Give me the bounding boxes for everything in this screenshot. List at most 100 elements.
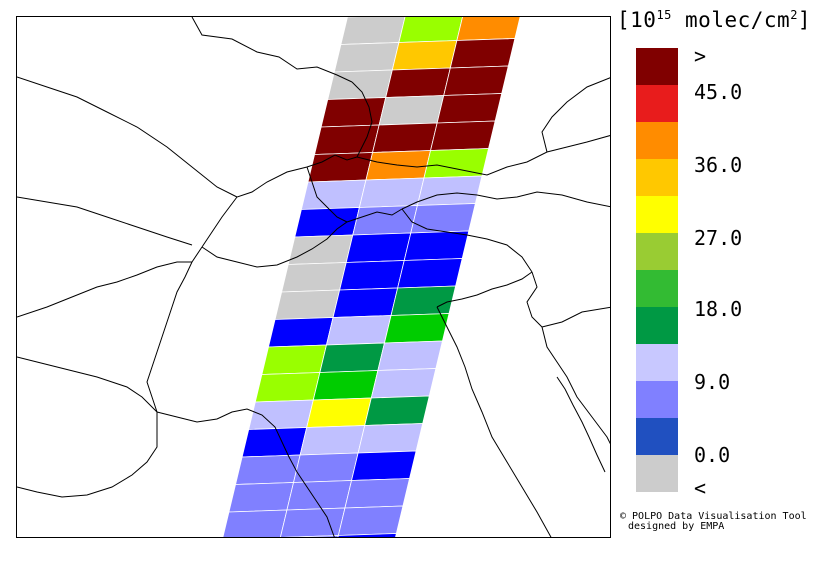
legend-title-suffix: ] (797, 8, 812, 32)
border-italy-slovenia (526, 271, 543, 328)
swath-pixel (449, 38, 516, 69)
legend-title-exponent: 15 (656, 8, 672, 22)
swath-pixel (294, 207, 360, 238)
border-france-west (17, 196, 193, 246)
swath-pixel (216, 538, 281, 539)
swath-pixel (430, 120, 496, 151)
border-france-spain-region (17, 261, 192, 318)
swath-pixel (281, 262, 347, 293)
legend-title: [1015 molec/cm2] (617, 8, 811, 32)
swath-pixel (397, 258, 463, 289)
swath-pixel (320, 97, 387, 128)
credit-text: © POLPO Data Visualisation Tool designed… (620, 512, 807, 532)
swath-pixel (283, 535, 339, 537)
coast-france-med (17, 412, 158, 498)
border-france-switzerland (201, 154, 358, 248)
swath-pixel (299, 425, 366, 456)
legend-title-prefix: [10 (617, 8, 657, 32)
legend-label: 18.0 (694, 297, 743, 321)
swath-pixel (319, 342, 385, 373)
swath-pixel (325, 315, 392, 346)
swath-pixel (364, 395, 430, 426)
legend-label: 45.0 (694, 80, 743, 104)
swath-pixel (306, 397, 372, 428)
legend-swatch (636, 159, 678, 196)
border-austria-germany (471, 135, 610, 176)
swath-pixel (416, 175, 483, 206)
swath-pixel (385, 67, 451, 98)
swath-pixel (312, 370, 379, 401)
swath-pixel (344, 478, 411, 509)
credit-line-1: © POLPO Data Visualisation Tool (620, 511, 807, 522)
swath-pixel (436, 93, 503, 124)
border-slovenia-croatia (541, 306, 610, 328)
swath-pixel (390, 285, 457, 316)
swath-pixel (241, 427, 308, 458)
swath-pixel (456, 17, 521, 41)
legend-label: 0.0 (694, 443, 731, 467)
border-italy-austria-south (401, 208, 533, 273)
legend-title-unit: molec/cm (671, 8, 791, 32)
map-canvas (17, 17, 610, 539)
swath-pixel (370, 368, 437, 399)
legend-color-bar (636, 48, 678, 492)
swath-pixel (383, 313, 450, 344)
legend-swatch (636, 344, 678, 381)
border-france-germany-rhine (351, 81, 373, 158)
swath-pixel (274, 289, 341, 320)
legend-swatch (636, 418, 678, 455)
swath-pixel (280, 507, 346, 537)
swath-pixel (410, 203, 476, 234)
legend-label: < (694, 476, 707, 500)
swath-pixel (339, 260, 405, 291)
legend-swatch (636, 122, 678, 159)
coast-ligurian (156, 408, 335, 537)
legend-swatch (636, 233, 678, 270)
swath-pixel (378, 95, 445, 126)
swath-pixel (377, 340, 443, 371)
swath-pixel (333, 42, 400, 73)
border-austria (401, 191, 610, 210)
swath-pixel (222, 509, 288, 537)
legend-swatch (636, 48, 678, 85)
swath-pixel (248, 399, 314, 430)
swath-pixel (261, 344, 327, 375)
swath-pixel (372, 122, 438, 153)
swath-pixel (254, 372, 321, 403)
swath-pixel (327, 69, 393, 100)
legend-swatch (636, 196, 678, 233)
legend-label: 27.0 (694, 226, 743, 250)
border-switzerland-italy (201, 208, 403, 268)
country-borders (17, 17, 610, 537)
swath-pixel (300, 179, 367, 210)
legend-title-unit-exponent: 2 (790, 8, 798, 22)
border-switzerland-lakes (306, 166, 348, 223)
border-germany-austria-east (541, 77, 610, 153)
legend-swatch (636, 381, 678, 418)
swath-pixel (287, 234, 354, 265)
border-italy-interior (17, 356, 158, 413)
swath-pixel (337, 505, 404, 536)
swath-pixel (340, 17, 406, 45)
swath-pixel (332, 287, 399, 318)
border-croatia-islands (556, 376, 606, 473)
swath-pixel (398, 17, 463, 43)
swath-pixel (403, 230, 470, 261)
border-france-belgium (191, 17, 353, 83)
coast-istria (541, 326, 610, 445)
border-france-italy-alps (146, 246, 203, 413)
swath-pixel (443, 65, 509, 96)
map-panel (16, 16, 611, 538)
swath-pixel (345, 232, 412, 263)
swath-pixel (352, 205, 418, 236)
swath-pixel (351, 450, 417, 481)
swath-pixel (391, 40, 458, 71)
legend-label: 9.0 (694, 370, 731, 394)
swath-pixel (293, 452, 359, 483)
legend-swatch (636, 307, 678, 344)
legend-swatch (636, 270, 678, 307)
swath-pixel (267, 317, 334, 348)
legend-swatch (636, 85, 678, 122)
border-north-france (17, 76, 238, 198)
coast-venice (436, 271, 533, 308)
